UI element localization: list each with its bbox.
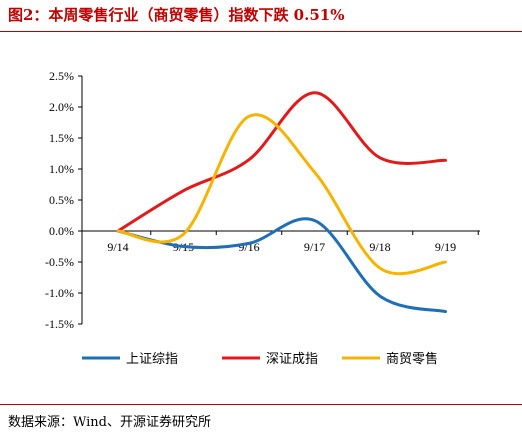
legend-label-shenzhen-component: 深证成指 bbox=[266, 352, 318, 367]
x-tick-label: 9/17 bbox=[304, 240, 325, 254]
figure-title: 图2：本周零售行业（商贸零售）指数下跌 0.51% bbox=[8, 6, 345, 24]
legend-label-retail-trade: 商贸零售 bbox=[386, 351, 438, 367]
source-note: 数据来源：Wind、开源证券研究所 bbox=[8, 415, 211, 430]
y-tick-label: -0.5% bbox=[45, 255, 74, 269]
y-tick-label: -1.0% bbox=[45, 286, 74, 300]
series-line-shanghai-composite bbox=[116, 217, 447, 314]
y-tick-label: 0.0% bbox=[49, 224, 74, 238]
series-lines bbox=[116, 91, 447, 314]
y-tick-label: 2.5% bbox=[49, 69, 74, 83]
title-divider bbox=[0, 31, 522, 32]
series-line-shenzhen-component bbox=[116, 91, 447, 233]
y-tick-label: 2.0% bbox=[49, 100, 74, 114]
legend: 上证综指 深证成指 商贸零售 bbox=[82, 351, 438, 367]
x-tick-label: 9/14 bbox=[107, 240, 128, 254]
y-tick-label: 1.5% bbox=[49, 131, 74, 145]
y-tick-label: -1.5% bbox=[45, 317, 74, 331]
axes: 2.5% 2.0% 1.5% 1.0% 0.5% 0.0% -0.5% -1.0% -1.5% 9… bbox=[45, 69, 480, 331]
x-tick-label: 9/19 bbox=[435, 240, 456, 254]
legend-label-shanghai-composite: 上证综指 bbox=[126, 352, 178, 367]
y-tick-label: 0.5% bbox=[49, 193, 74, 207]
y-tick-label: 1.0% bbox=[49, 162, 74, 176]
source-divider bbox=[0, 404, 522, 405]
series-line-retail-trade bbox=[116, 113, 447, 276]
x-tick-label: 9/18 bbox=[369, 240, 390, 254]
